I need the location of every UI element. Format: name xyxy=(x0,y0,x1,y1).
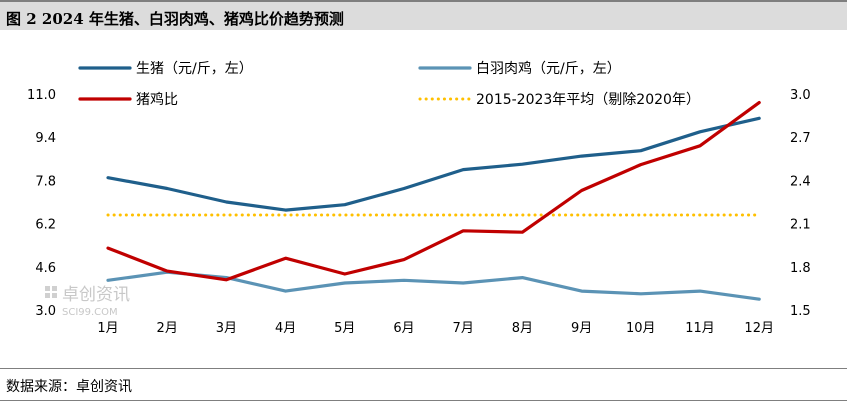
data-point-s3 xyxy=(521,214,523,216)
right-axis-tick: 3.0 xyxy=(790,88,811,103)
series-line-0 xyxy=(106,116,761,212)
data-point-s2 xyxy=(699,145,701,147)
data-point-s0 xyxy=(758,117,760,119)
left-axis-tick: 6.2 xyxy=(35,218,56,233)
left-axis-tick: 7.8 xyxy=(35,174,56,189)
series-group xyxy=(106,100,761,301)
data-point-s0 xyxy=(521,163,523,165)
x-axis-tick: 6月 xyxy=(393,321,414,336)
data-point-s1 xyxy=(580,290,582,292)
data-point-s0 xyxy=(284,209,286,211)
data-point-s3 xyxy=(640,214,642,216)
data-point-s2 xyxy=(344,273,346,275)
left-axis-tick: 9.4 xyxy=(35,131,56,146)
right-axis-tick: 2.4 xyxy=(790,174,811,189)
watermark-logo-dot xyxy=(52,286,57,291)
data-point-s2 xyxy=(403,258,405,260)
bottom-rule xyxy=(0,400,847,401)
data-point-s3 xyxy=(758,214,760,216)
x-axis-tick: 9月 xyxy=(571,321,592,336)
data-point-s0 xyxy=(699,131,701,133)
data-point-s2 xyxy=(640,163,642,165)
left-axis-tick: 4.6 xyxy=(35,261,56,276)
watermark-name: 卓创资讯 xyxy=(62,285,130,305)
data-point-s3 xyxy=(462,214,464,216)
data-point-s0 xyxy=(640,150,642,152)
legend-label-2: 猪鸡比 xyxy=(136,91,178,108)
data-point-s2 xyxy=(758,101,760,103)
x-axis-tick: 1月 xyxy=(97,321,118,336)
data-point-s0 xyxy=(166,187,168,189)
data-point-s3 xyxy=(344,214,346,216)
data-point-s0 xyxy=(344,204,346,206)
data-point-s2 xyxy=(225,279,227,281)
data-point-s1 xyxy=(640,293,642,295)
title-bar: 图 2 2024 年生猪、白羽肉鸡、猪鸡比价趋势预测 xyxy=(0,0,847,30)
x-axis-tick: 11月 xyxy=(685,321,715,336)
data-point-s3 xyxy=(699,214,701,216)
watermark-logo-dot xyxy=(45,286,50,291)
source-note: 数据来源：卓创资讯 xyxy=(6,379,132,395)
watermark-logo-dot xyxy=(52,293,57,298)
x-axis-tick: 4月 xyxy=(275,321,296,336)
data-point-s3 xyxy=(225,214,227,216)
data-point-s2 xyxy=(107,247,109,249)
data-point-s3 xyxy=(580,214,582,216)
left-axis-tick: 3.0 xyxy=(35,304,56,319)
footer-rule xyxy=(0,368,847,369)
data-point-s3 xyxy=(107,214,109,216)
x-axis-tick: 12月 xyxy=(744,321,774,336)
legend-label-3: 2015-2023年平均（剔除2020年） xyxy=(476,92,700,108)
x-axis-tick: 10月 xyxy=(626,321,656,336)
axes: 3.0 4.6 6.2 7.8 9.4 11.0 1.5 1.8 2.1 2.4 2.7 3.0 1月 2… xyxy=(27,88,811,336)
x-axis-tick: 2月 xyxy=(157,321,178,336)
left-axis-tick: 11.0 xyxy=(27,88,56,103)
right-axis-tick: 1.8 xyxy=(790,261,811,276)
series-line-2 xyxy=(106,100,761,282)
data-point-s0 xyxy=(403,187,405,189)
data-point-s1 xyxy=(699,290,701,292)
x-axis-tick: 8月 xyxy=(512,321,533,336)
figure-title: 图 2 2024 年生猪、白羽肉鸡、猪鸡比价趋势预测 xyxy=(6,10,344,28)
right-axis-tick: 1.5 xyxy=(790,304,811,319)
data-point-s3 xyxy=(284,214,286,216)
x-axis-tick: 7月 xyxy=(453,321,474,336)
data-point-s0 xyxy=(107,177,109,179)
data-point-s0 xyxy=(225,201,227,203)
line-chart: 卓创资讯 SCI99.COM 3.0 4.6 6.2 7.8 9.4 11.0 1.5 1.8… xyxy=(27,60,811,336)
x-axis-tick: 3月 xyxy=(216,321,237,336)
data-point-s1 xyxy=(521,276,523,278)
data-point-s0 xyxy=(580,155,582,157)
data-point-s0 xyxy=(462,168,464,170)
data-point-s2 xyxy=(284,257,286,259)
watermark-logo-dot xyxy=(45,293,50,298)
data-point-s1 xyxy=(403,279,405,281)
series-line-1 xyxy=(106,270,761,301)
data-point-s2 xyxy=(580,189,582,191)
data-point-s2 xyxy=(166,270,168,272)
right-axis-tick: 2.1 xyxy=(790,218,811,233)
data-point-s1 xyxy=(344,282,346,284)
data-point-s2 xyxy=(521,231,523,233)
data-point-s1 xyxy=(107,279,109,281)
watermark-sub: SCI99.COM xyxy=(62,307,118,318)
right-axis-tick: 2.7 xyxy=(790,131,811,146)
data-point-s3 xyxy=(403,214,405,216)
data-point-s1 xyxy=(462,282,464,284)
data-point-s1 xyxy=(284,290,286,292)
data-point-s2 xyxy=(462,230,464,232)
data-point-s1 xyxy=(758,298,760,300)
x-axis-tick: 5月 xyxy=(334,321,355,336)
legend-label-0: 生猪（元/斤，左） xyxy=(136,61,253,77)
watermark: 卓创资讯 SCI99.COM xyxy=(45,285,130,318)
legend: 生猪（元/斤，左） 白羽肉鸡（元/斤，左） 猪鸡比 2015-2023年平均（剔除20… xyxy=(78,60,700,108)
legend-label-1: 白羽肉鸡（元/斤，左） xyxy=(476,60,621,77)
data-point-s3 xyxy=(166,214,168,216)
